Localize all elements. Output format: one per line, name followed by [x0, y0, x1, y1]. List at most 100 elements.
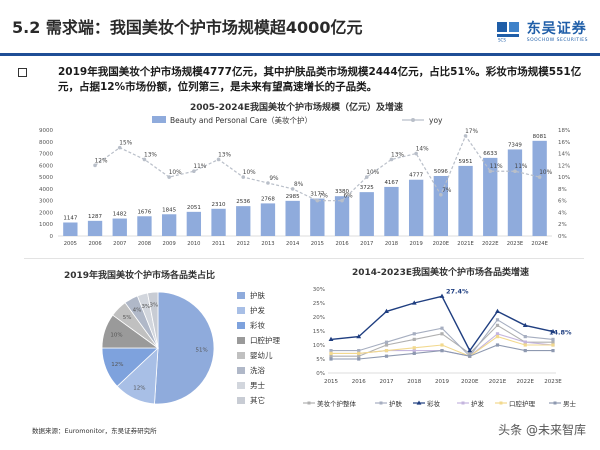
- market-size-chart: Beauty and Personal Care（美妆个护） yoy 0 1000 20…: [39, 115, 570, 247]
- bar-value-label: 2536: [236, 199, 250, 205]
- bar-value-label: 2310: [212, 202, 226, 208]
- x-tick-label: 2020E: [433, 241, 449, 247]
- x-tick-label: 2022E: [517, 379, 535, 385]
- legend-marker: [416, 400, 422, 405]
- pie-value-label: 12%: [133, 386, 145, 392]
- series-point: [329, 351, 333, 355]
- series-point: [440, 349, 444, 353]
- series-point: [357, 357, 361, 361]
- legend-label: 美妆个护整体: [317, 399, 357, 408]
- yoy-point: [167, 175, 171, 179]
- bar-value-label: 2768: [261, 196, 275, 202]
- x-tick-label: 2017: [380, 379, 394, 385]
- bar: [384, 186, 399, 236]
- header: 5.2 需求端：我国美妆个护市场规模超4000亿元 SCS 东吴证券 SOOCH…: [0, 0, 600, 56]
- bar-value-label: 7349: [508, 142, 522, 148]
- yoy-point: [266, 181, 270, 185]
- bar: [112, 218, 127, 236]
- x-tick-label: 2020E: [461, 379, 479, 385]
- y-tick-label: 3000: [39, 199, 53, 205]
- legend-swatch-bar: [152, 116, 166, 123]
- pie-legend-swatch: [237, 367, 245, 374]
- bar: [137, 216, 152, 236]
- pie-legend-label: 男士: [250, 380, 265, 390]
- legend-label: 男士: [563, 399, 577, 408]
- yoy-value-label: 10%: [366, 170, 379, 176]
- pie-legend-label: 洗浴: [250, 365, 265, 375]
- pie-legend-swatch: [237, 382, 245, 389]
- bar-value-label: 1482: [113, 212, 127, 218]
- y-tick-label: 25%: [313, 301, 325, 307]
- pie-legend-label: 护发: [250, 305, 265, 315]
- x-tick-label: 2023E: [507, 241, 523, 247]
- pie-value-label: 5%: [123, 315, 132, 321]
- yoy-value-label: 11%: [490, 164, 503, 170]
- y-tick-label: 10%: [313, 343, 325, 349]
- bar: [408, 179, 424, 236]
- series-line: [330, 295, 554, 352]
- series-point: [384, 354, 389, 358]
- logo-name: 东吴证券: [526, 21, 587, 37]
- bar: [532, 140, 547, 236]
- bar: [310, 198, 325, 236]
- series-point: [550, 328, 556, 334]
- logo: SCS 东吴证券 SOOCHOW SECURITIES: [496, 18, 588, 43]
- bar-value-label: 3725: [360, 185, 374, 191]
- series-point: [356, 334, 362, 339]
- yoy-value-label: 12%: [95, 158, 108, 164]
- svg-text:SCS: SCS: [498, 37, 506, 42]
- yoy-point: [315, 198, 320, 203]
- legend-marker: [307, 401, 311, 405]
- yoy-point: [241, 175, 246, 179]
- pie-legend-swatch: [237, 292, 245, 299]
- divider: [24, 258, 584, 259]
- x-tick-label: 2019: [410, 241, 423, 247]
- x-tick-label: 2013: [261, 241, 274, 247]
- x-tick-label: 2015: [311, 241, 324, 247]
- series-point: [439, 293, 445, 298]
- legend-marker: [553, 401, 557, 405]
- pie-value-label: 51%: [196, 347, 208, 353]
- bar: [87, 220, 103, 236]
- yoy-point: [142, 157, 147, 162]
- series-point: [411, 300, 417, 305]
- series-point: [329, 349, 333, 353]
- y-tick-label: 5000: [39, 175, 53, 181]
- y-tick-label: 6000: [39, 163, 53, 169]
- y2-tick-label: 10%: [558, 175, 570, 181]
- y2-tick-label: 4%: [558, 210, 567, 216]
- yoy-point: [93, 163, 97, 168]
- series-point: [412, 351, 416, 355]
- legend-label: 护发: [471, 399, 485, 408]
- series-point: [495, 335, 500, 339]
- x-tick-label: 2018: [407, 379, 421, 385]
- x-tick-label: 2011: [212, 241, 225, 247]
- y2-tick-label: 8%: [558, 187, 567, 193]
- bar-value-label: 1147: [63, 215, 77, 221]
- series-point: [384, 343, 389, 347]
- y2-tick-label: 2%: [558, 222, 567, 228]
- yoy-value-label: 10%: [169, 170, 182, 176]
- x-tick-label: 2010: [187, 241, 200, 247]
- annotation-latest: 14.8%: [549, 329, 572, 337]
- series-point: [495, 308, 500, 313]
- pie-legend-swatch: [237, 322, 245, 329]
- bar: [161, 214, 177, 236]
- source-note: 数据来源：Euromonitor，东吴证券研究所: [32, 427, 157, 435]
- yoy-value-label: 13%: [391, 152, 404, 158]
- pie-legend-swatch: [237, 307, 245, 314]
- x-tick-label: 2008: [138, 241, 151, 247]
- series-point: [551, 349, 555, 353]
- x-tick-label: 2014: [286, 241, 300, 247]
- x-tick-label: 2016: [352, 379, 366, 385]
- series-point: [523, 349, 527, 353]
- yoy-point: [192, 169, 196, 174]
- y-tick-label: 2000: [39, 210, 53, 216]
- watermark: 头条 @未来智库: [498, 423, 586, 437]
- y-tick-label: 5%: [316, 357, 325, 363]
- x-tick-label: 2009: [163, 241, 176, 247]
- series-point: [522, 322, 528, 327]
- series-point: [357, 351, 361, 355]
- pie-slice: [154, 291, 215, 405]
- yoy-point: [488, 169, 493, 174]
